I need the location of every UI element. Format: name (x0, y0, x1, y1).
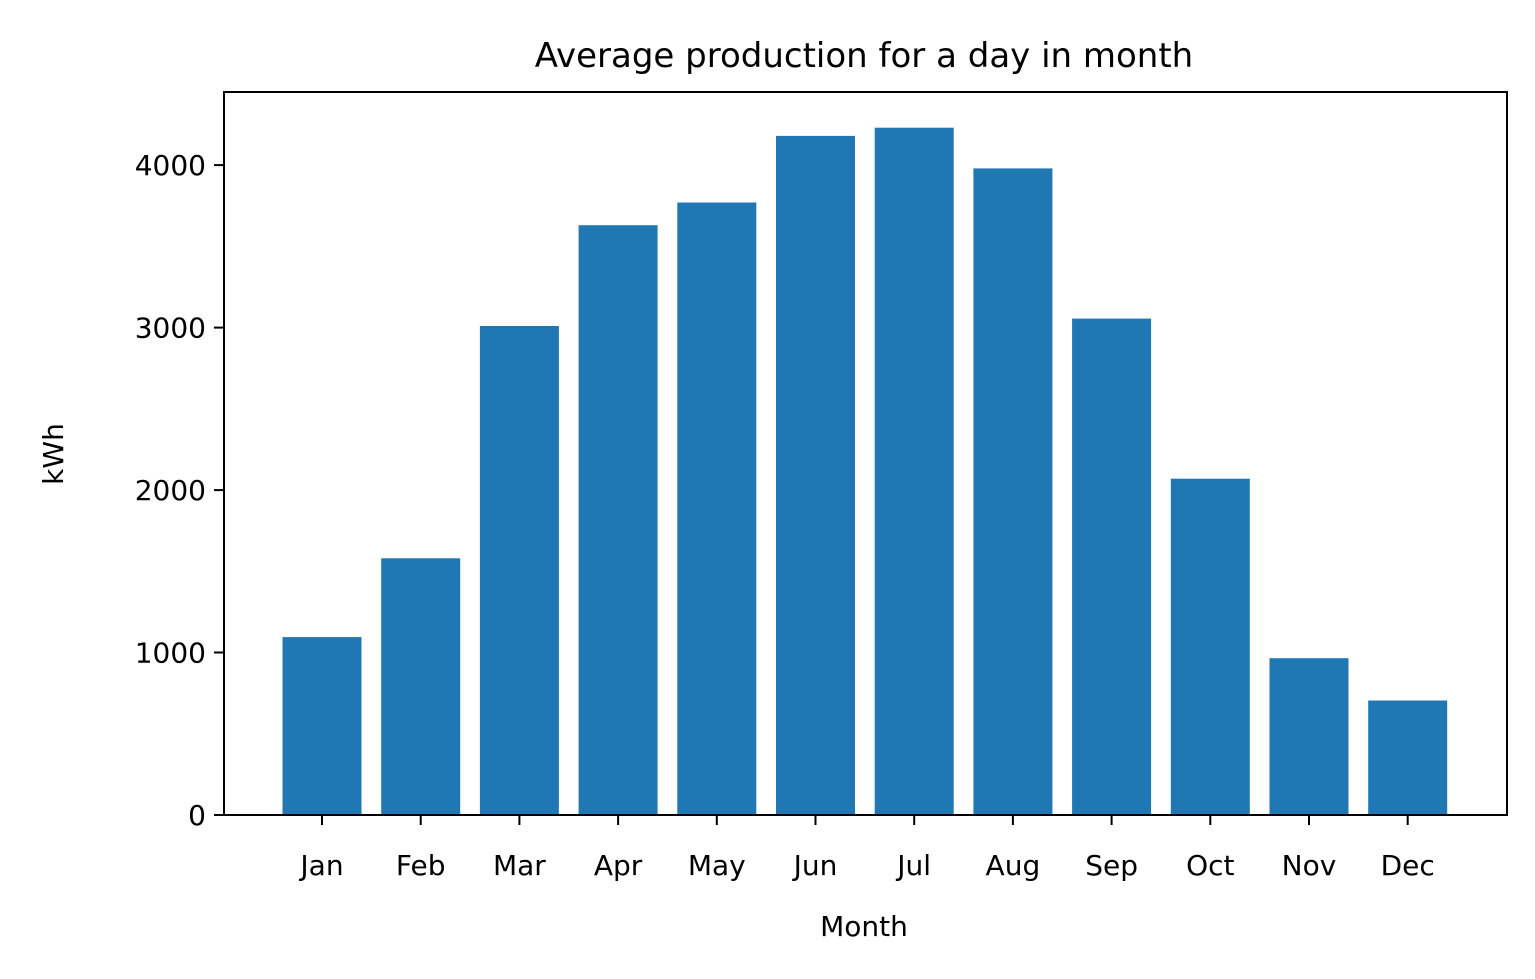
x-tick-label: Jul (895, 849, 931, 882)
x-tick-label: Jun (792, 849, 838, 882)
y-tick-label: 0 (188, 799, 206, 832)
x-tick-label: Aug (986, 849, 1041, 882)
x-tick-label: Mar (493, 849, 546, 882)
bar-dec (1368, 700, 1448, 815)
y-axis-ticks: 0 1000 2000 3000 4000 (135, 149, 224, 832)
x-axis-label: Month (820, 910, 908, 943)
y-tick-label: 1000 (135, 637, 206, 670)
bar-oct (1170, 478, 1250, 815)
x-tick-label: Apr (594, 849, 643, 882)
plot-frame (223, 91, 1508, 816)
x-tick-label: Feb (396, 849, 446, 882)
y-axis-label: kWh (37, 423, 70, 485)
bar-may (677, 202, 757, 815)
bar-jul (874, 127, 954, 815)
bar-sep (1072, 318, 1152, 815)
x-tick-label: Sep (1085, 849, 1138, 882)
bar-aug (973, 168, 1053, 815)
x-tick-label: Nov (1282, 849, 1337, 882)
y-tick-label: 3000 (135, 312, 206, 345)
y-tick-label: 2000 (135, 474, 206, 507)
x-tick-label: Dec (1381, 849, 1435, 882)
x-tick-label: May (688, 849, 746, 882)
x-axis-ticks: Jan Feb Mar Apr May Jun Jul Aug Sep Oct Nov Dec (298, 815, 1435, 882)
bar-jun (776, 135, 855, 815)
bar-feb (381, 558, 461, 815)
bars-group (282, 127, 1448, 815)
x-tick-label: Jan (298, 849, 343, 882)
bar-nov (1269, 658, 1349, 815)
chart-title: Average production for a day in month (535, 36, 1194, 76)
bar-mar (479, 326, 559, 815)
x-tick-label: Oct (1186, 849, 1234, 882)
bar-apr (578, 225, 658, 815)
bar-jan (282, 637, 362, 815)
y-tick-label: 4000 (135, 149, 206, 182)
